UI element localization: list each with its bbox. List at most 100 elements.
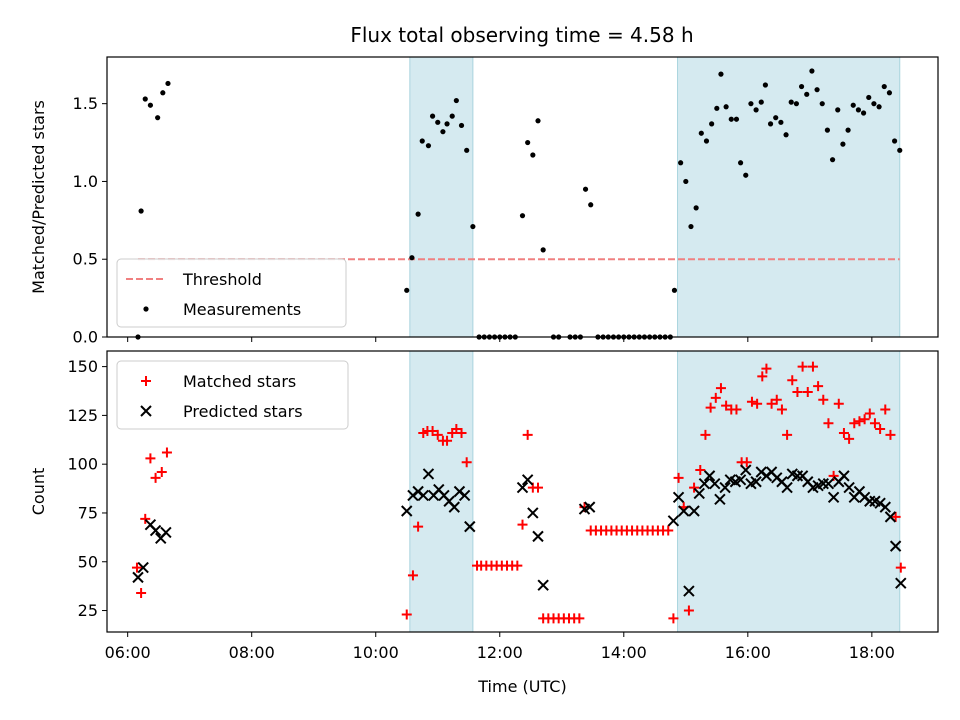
predicted-stars-point xyxy=(843,481,855,494)
x-tick-label: 14:00 xyxy=(601,643,647,662)
measurements-point xyxy=(778,119,784,125)
matched-stars-point xyxy=(673,472,684,483)
legend-label: Threshold xyxy=(182,270,262,289)
predicted-stars-point xyxy=(688,505,700,517)
measurements-point xyxy=(404,287,410,293)
measurements-point xyxy=(530,152,536,158)
matched-stars-point xyxy=(890,511,901,522)
matched-stars-point xyxy=(875,424,886,435)
y-axis-label: Matched/Predicted stars xyxy=(29,100,48,294)
measurements-point xyxy=(147,102,154,108)
legend-handle xyxy=(140,405,152,417)
shaded-interval xyxy=(677,56,901,338)
measurements-point xyxy=(748,101,754,107)
matched-stars-point xyxy=(823,418,834,429)
measurements-point xyxy=(743,172,749,178)
measurements-point xyxy=(678,160,684,166)
predicted-stars-point xyxy=(750,476,762,488)
matched-stars-point xyxy=(776,404,787,415)
matched-stars-point xyxy=(705,402,716,413)
predicted-stars-point xyxy=(464,520,476,533)
measurements-point xyxy=(142,96,148,102)
measurements-point xyxy=(714,105,720,111)
measurements-point xyxy=(798,83,805,90)
predicted-stars-point xyxy=(521,474,534,486)
matched-stars-point xyxy=(880,404,891,415)
measurements-point xyxy=(440,129,446,135)
predicted-stars-point xyxy=(709,477,721,490)
y-tick-label: 100 xyxy=(67,455,98,474)
predicted-stars-point xyxy=(401,505,413,517)
measurements-point xyxy=(688,223,694,230)
matched-stars-point xyxy=(145,453,156,464)
matched-stars-point xyxy=(741,457,752,468)
axes-frame xyxy=(106,56,939,338)
figure-title: Flux total observing time = 4.58 h xyxy=(350,23,693,47)
measurements-point xyxy=(718,71,724,77)
predicted-stars-point xyxy=(791,470,804,482)
predicted-stars-point xyxy=(698,477,711,490)
matched-stars-point xyxy=(517,519,528,530)
measurements-point xyxy=(723,104,729,110)
matched-stars-point xyxy=(401,609,412,620)
matched-stars-point xyxy=(833,398,844,409)
matched-stars-point xyxy=(885,429,896,440)
measurements-point xyxy=(788,99,794,105)
measurements-point xyxy=(758,99,764,105)
measurements-point xyxy=(588,202,594,208)
predicted-stars-point xyxy=(678,505,690,517)
x-axis-label: Time (UTC) xyxy=(477,677,566,696)
predicted-stars-point xyxy=(667,515,680,527)
legend-box xyxy=(116,360,349,430)
matched-stars-point xyxy=(668,613,679,624)
predicted-stars-point xyxy=(527,507,539,519)
x-tick-label: 10:00 xyxy=(353,643,399,662)
measurements-point xyxy=(683,178,689,185)
matched-stars-point xyxy=(442,435,453,446)
matched-stars-point xyxy=(700,429,711,440)
measurements-point xyxy=(525,139,531,146)
predicted-stars-point xyxy=(516,481,529,494)
measurements-point xyxy=(860,110,867,116)
matched-stars-point xyxy=(752,398,763,409)
matched-stars-point xyxy=(522,429,533,440)
predicted-stars-point xyxy=(693,487,705,500)
y-tick-label: 75 xyxy=(78,503,98,522)
matched-stars-point xyxy=(864,408,875,419)
matched-stars-point xyxy=(782,429,793,440)
matched-stars-point xyxy=(797,361,808,372)
measurements-point xyxy=(835,107,841,113)
measurements-point xyxy=(519,213,526,219)
predicted-stars-point xyxy=(149,524,162,537)
matched-stars-point xyxy=(838,427,849,438)
matched-stars-point xyxy=(432,429,443,440)
matched-stars-point xyxy=(807,361,818,372)
predicted-stars-point xyxy=(583,501,596,513)
measurements-point xyxy=(814,87,820,93)
measurements-point xyxy=(429,113,436,119)
measurements-point xyxy=(773,115,779,121)
measurements-point xyxy=(897,147,903,153)
measurements-point xyxy=(444,121,450,127)
measurements-point xyxy=(886,90,893,96)
matched-stars-point xyxy=(761,363,772,374)
y-tick-label: 125 xyxy=(67,406,98,425)
measurements-point xyxy=(435,119,441,125)
matched-stars-point xyxy=(746,396,757,407)
matched-stars-point xyxy=(140,513,151,524)
predicted-stars-point xyxy=(884,511,897,523)
measurements-point xyxy=(138,208,144,214)
predicted-stars-point xyxy=(458,489,471,502)
predicted-stars-point xyxy=(740,464,752,476)
matched-stars-point xyxy=(689,482,700,493)
legend-handle xyxy=(141,376,151,386)
y-tick-label: 150 xyxy=(67,357,98,376)
y-tick-label: 50 xyxy=(78,552,98,571)
measurements-point xyxy=(449,113,455,119)
matched-stars-point xyxy=(787,375,798,386)
shaded-interval xyxy=(677,350,901,633)
measurements-point xyxy=(582,186,589,192)
measurements-point xyxy=(737,160,744,166)
predicted-stars-point xyxy=(137,561,149,574)
matched-stars-point xyxy=(150,472,161,483)
